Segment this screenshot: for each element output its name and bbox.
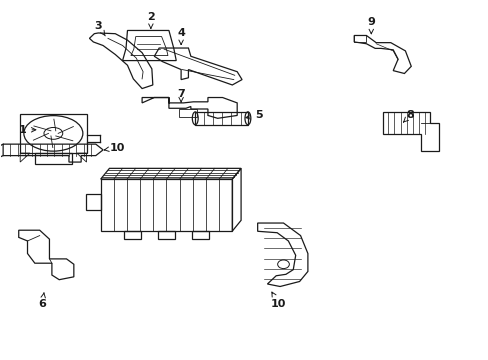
Text: 3: 3 <box>94 21 105 36</box>
Text: 2: 2 <box>147 12 154 28</box>
Text: 5: 5 <box>245 111 263 121</box>
Text: 1: 1 <box>19 125 36 135</box>
Text: 10: 10 <box>104 143 125 153</box>
Text: 7: 7 <box>177 89 184 102</box>
Text: 4: 4 <box>177 28 184 44</box>
Text: 10: 10 <box>270 292 286 309</box>
Text: 9: 9 <box>366 17 374 34</box>
Text: 8: 8 <box>403 111 413 122</box>
Text: 6: 6 <box>38 293 46 309</box>
